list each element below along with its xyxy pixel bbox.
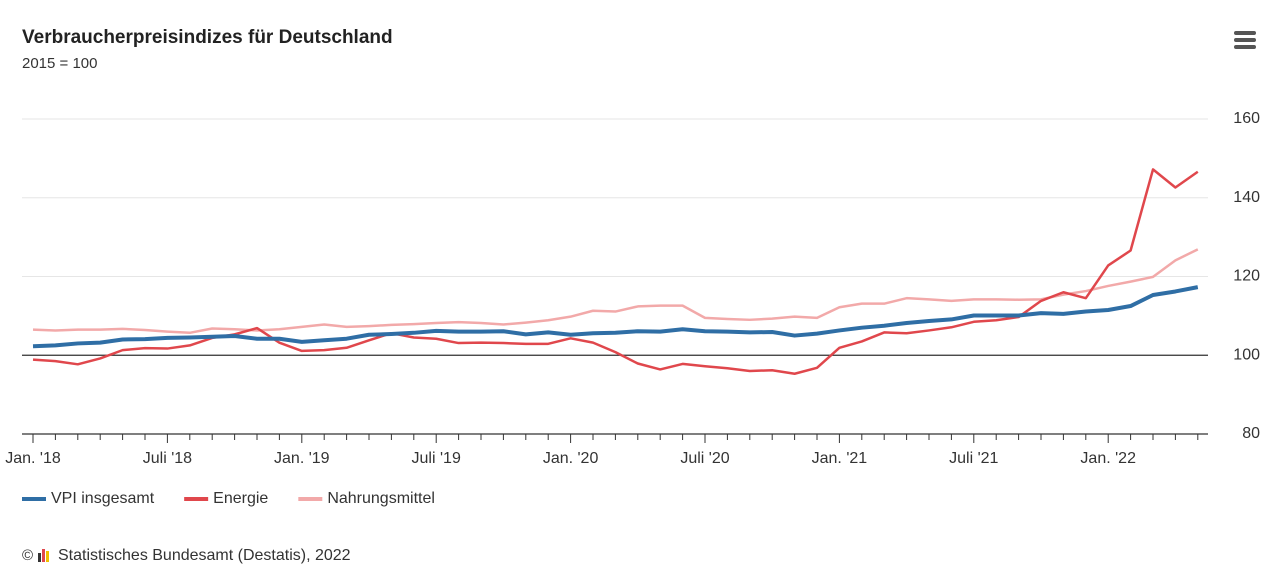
legend-item[interactable]: Nahrungsmittel bbox=[298, 490, 435, 507]
line-series bbox=[32, 168, 1199, 376]
copyright: © bbox=[22, 547, 33, 564]
legend-item[interactable]: VPI insgesamt bbox=[22, 490, 155, 507]
chart-title: Verbraucherpreisindizes für Deutschland bbox=[22, 27, 393, 48]
x-tick-label: Jan. '20 bbox=[543, 450, 599, 467]
logo-icon bbox=[38, 549, 49, 562]
source: Statistisches Bundesamt (Destatis), 2022 bbox=[58, 547, 351, 564]
legend-label: Nahrungsmittel bbox=[327, 490, 435, 507]
menu-button[interactable] bbox=[1234, 31, 1256, 49]
line-series bbox=[32, 248, 1199, 335]
legend-label: Energie bbox=[213, 490, 268, 507]
x-tick-label: Jan. '22 bbox=[1080, 450, 1136, 467]
x-tick-label: Juli '21 bbox=[949, 450, 998, 467]
x-tick-label: Juli '19 bbox=[412, 450, 461, 467]
x-tick-label: Jan. '19 bbox=[274, 450, 330, 467]
x-tick-label: Jan. '21 bbox=[812, 450, 868, 467]
line-series bbox=[32, 285, 1199, 349]
y-tick-label: 140 bbox=[1233, 189, 1260, 206]
legend-item[interactable]: Energie bbox=[184, 490, 268, 507]
y-tick-label: 100 bbox=[1233, 346, 1260, 363]
y-tick-label: 120 bbox=[1233, 268, 1260, 285]
y-tick-label: 80 bbox=[1242, 425, 1260, 442]
x-tick-label: Juli '18 bbox=[143, 450, 192, 467]
chart-subtitle: 2015 = 100 bbox=[22, 55, 98, 72]
x-tick-label: Jan. '18 bbox=[5, 450, 61, 467]
x-tick-label: Juli '20 bbox=[680, 450, 729, 467]
legend-label: VPI insgesamt bbox=[51, 490, 155, 507]
y-tick-label: 160 bbox=[1233, 110, 1260, 127]
